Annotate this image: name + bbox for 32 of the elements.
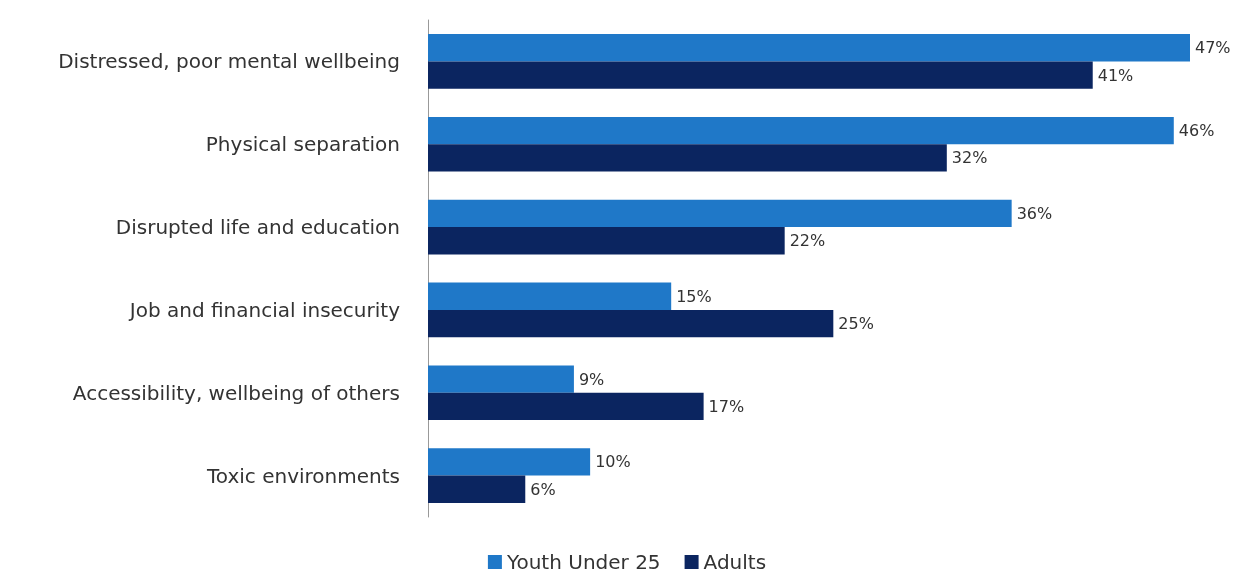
- data-label: 17%: [708, 396, 745, 416]
- data-label: 47%: [1195, 38, 1231, 58]
- bar: [428, 309, 834, 338]
- y-tick-label: Distressed, poor mental wellbeing: [58, 49, 400, 74]
- bar: [428, 61, 1093, 89]
- data-label: 6%: [530, 479, 556, 499]
- y-tick-label: Disrupted life and education: [115, 215, 400, 240]
- data-label: 41%: [1097, 65, 1134, 85]
- y-tick-label: Job and financial insecurity: [127, 297, 401, 322]
- bar: [428, 448, 591, 476]
- bar: [428, 199, 1012, 228]
- data-label: 15%: [676, 286, 712, 306]
- data-label: 10%: [595, 452, 631, 472]
- data-label: 46%: [1178, 121, 1215, 141]
- bar: [428, 144, 947, 172]
- legend-label: Youth Under 25: [505, 550, 661, 574]
- bar: [428, 116, 1174, 145]
- bar: [428, 282, 672, 310]
- y-tick-label: Physical separation: [205, 132, 400, 157]
- data-label: 22%: [789, 231, 826, 251]
- data-label: 9%: [578, 369, 605, 389]
- legend-label: Adults: [703, 550, 767, 574]
- bar: [428, 227, 785, 255]
- bar: [428, 34, 1190, 62]
- data-label: 25%: [838, 314, 874, 334]
- bar: [428, 475, 526, 503]
- y-tick-label: Toxic environments: [206, 463, 400, 488]
- y-tick-label: Accessibility, wellbeing of others: [72, 380, 400, 405]
- data-label: 36%: [1016, 203, 1053, 223]
- bar: [428, 365, 574, 393]
- bar: [428, 392, 704, 421]
- data-label: 32%: [951, 148, 988, 168]
